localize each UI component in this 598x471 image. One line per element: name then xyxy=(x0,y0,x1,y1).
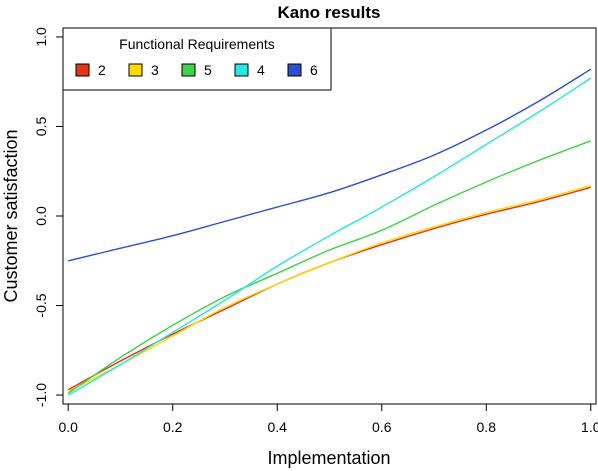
legend-swatch-5 xyxy=(181,63,196,77)
series-line-6 xyxy=(68,68,592,262)
series-line-3 xyxy=(67,184,591,393)
x-tick-label: 1.0 xyxy=(581,419,598,435)
legend-items: 2 3 5 4 6 xyxy=(75,62,318,78)
y-tick-label: -0.5 xyxy=(33,293,49,317)
chart-title: Kano results xyxy=(278,3,381,22)
y-tick-label: -1.0 xyxy=(33,383,49,407)
y-axis: -1.0 -0.5 0.0 0.5 1.0 xyxy=(33,27,64,407)
x-tick-label: 0.2 xyxy=(163,419,183,435)
y-tick-label: 0.5 xyxy=(33,117,49,137)
legend-swatch-2 xyxy=(75,63,90,77)
series-layer xyxy=(67,68,592,396)
legend-label-3: 3 xyxy=(151,62,159,78)
legend-swatch-4 xyxy=(234,63,249,77)
x-tick-label: 0.8 xyxy=(477,419,497,435)
legend-label-5: 5 xyxy=(204,62,212,78)
x-axis-title: Implementation xyxy=(267,448,390,468)
x-axis: 0.0 0.2 0.4 0.6 0.8 1.0 xyxy=(58,403,598,435)
series-line-2 xyxy=(67,186,591,391)
x-tick-label: 0.0 xyxy=(58,419,78,435)
y-tick-label: 1.0 xyxy=(33,27,49,47)
x-tick-label: 0.6 xyxy=(372,419,392,435)
series-line-5 xyxy=(67,140,592,394)
legend-label-6: 6 xyxy=(310,62,318,78)
legend-title: Functional Requirements xyxy=(119,36,275,52)
legend-swatch-6 xyxy=(287,63,302,77)
y-axis-title: Customer satisfaction xyxy=(1,129,21,302)
x-tick-label: 0.4 xyxy=(268,419,288,435)
y-tick-label: 0.0 xyxy=(33,206,49,226)
legend: Functional Requirements 2 3 5 4 6 xyxy=(62,27,332,91)
legend-label-2: 2 xyxy=(98,62,106,78)
legend-swatch-3 xyxy=(128,63,143,77)
series-line-4 xyxy=(67,77,592,396)
legend-box xyxy=(62,27,332,91)
legend-label-4: 4 xyxy=(257,62,265,78)
